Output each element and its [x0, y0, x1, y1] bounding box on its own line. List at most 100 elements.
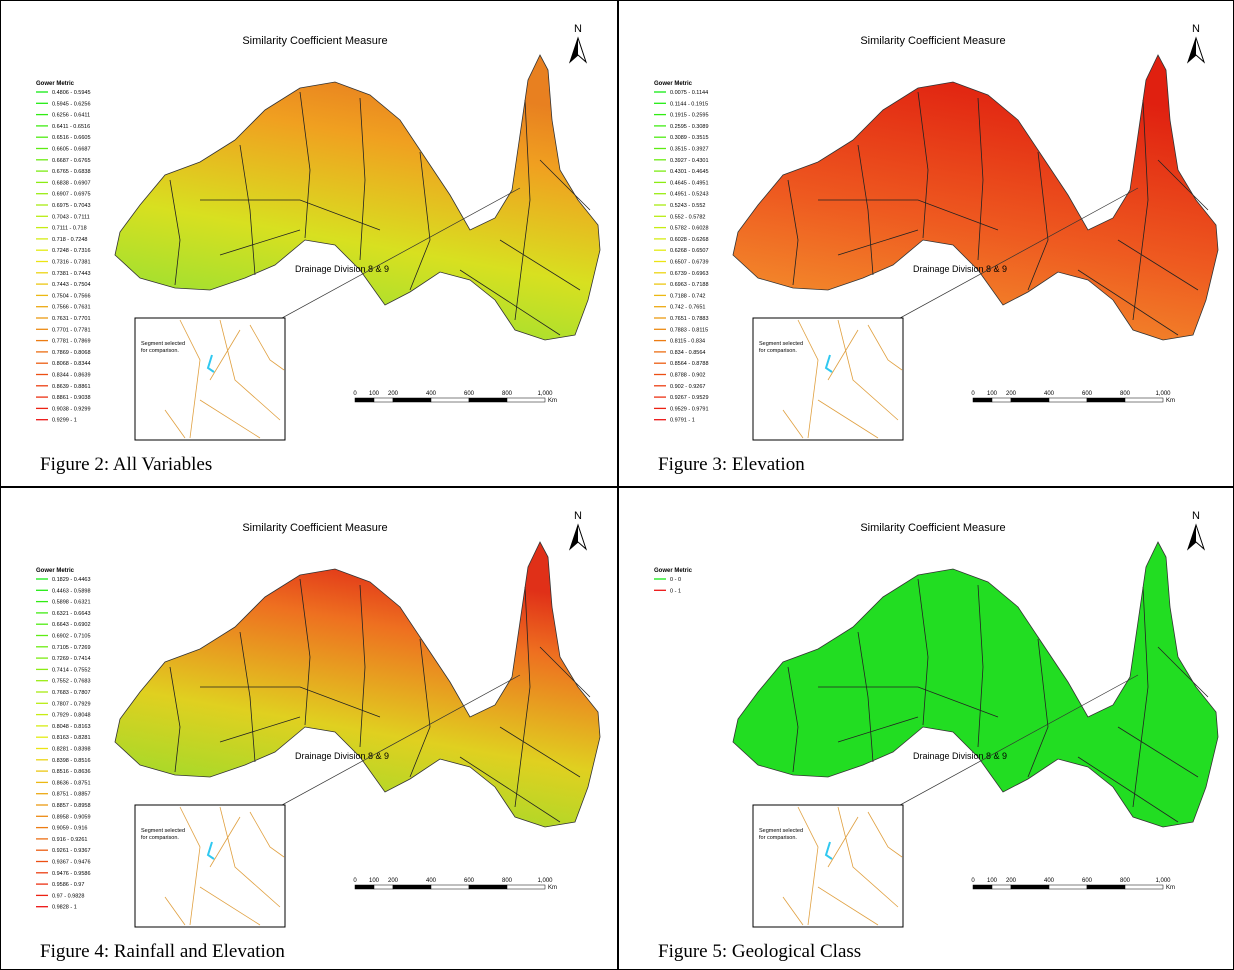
legend-label: 0.4301 - 0.4645	[670, 169, 709, 175]
drainage-boundary	[917, 578, 929, 726]
legend-label: 0.8788 - 0.902	[670, 373, 705, 379]
legend-label: 0.8068 - 0.8344	[52, 361, 91, 367]
inset-stream	[179, 319, 201, 439]
legend-label: 0.0075 - 0.1144	[670, 90, 708, 96]
legend-label: 0.8163 - 0.8281	[52, 735, 91, 741]
scale-label: 100	[987, 878, 998, 884]
scale-segment	[1086, 884, 1126, 890]
drainage-boundary	[1157, 646, 1209, 698]
scale-label: 200	[388, 391, 399, 397]
scale-segment	[392, 884, 432, 890]
drainage-boundary	[219, 229, 301, 256]
legend-label: 0.6516 - 0.6605	[52, 135, 91, 141]
scale-label: 800	[502, 878, 513, 884]
legend-label: 0.7701 - 0.7781	[52, 327, 91, 333]
legend-label: 0.4645 - 0.4951	[670, 180, 709, 186]
legend-label: 0.6687 - 0.6765	[52, 158, 91, 164]
legend-label: 0.7443 - 0.7504	[52, 282, 91, 288]
drainage-boundary	[917, 91, 929, 239]
inset-segment	[824, 354, 833, 373]
drainage-boundary	[514, 586, 531, 808]
legend-label: 0.4951 - 0.5243	[670, 192, 709, 198]
scale-label: 1,000	[1155, 391, 1171, 397]
legend-label: 0.9038 - 0.9299	[52, 406, 91, 412]
inset-label: for comparison.	[141, 835, 179, 841]
drainage-boundary	[1077, 756, 1179, 823]
legend-label: 0.6507 - 0.6739	[670, 260, 709, 266]
map-title: Similarity Coefficient Measure	[242, 35, 387, 47]
land-mass	[115, 542, 600, 827]
inset-stream	[837, 319, 899, 421]
legend-label: 0.7631 - 0.7701	[52, 316, 91, 322]
inset-stream	[782, 896, 804, 926]
legend-title: Gower Metric	[654, 568, 693, 574]
drainage-boundary	[239, 144, 256, 276]
inset-stream	[179, 806, 201, 926]
legend-label: 0.7552 - 0.7683	[52, 679, 91, 685]
legend-label: 0.834 - 0.8564	[670, 350, 705, 356]
legend-label: 0.8751 - 0.8857	[52, 792, 91, 798]
scale-segment	[468, 397, 508, 403]
drainage-boundary	[409, 638, 431, 778]
legend-label: 0.6321 - 0.6643	[52, 611, 91, 617]
drainage-boundary	[409, 151, 431, 291]
map-panel: Similarity Coefficient Measure N Gower Met…	[36, 510, 601, 962]
inset-label: for comparison.	[141, 348, 179, 354]
scale-segment	[1048, 397, 1088, 403]
legend-label: 0.6268 - 0.6507	[670, 248, 709, 254]
map-title: Similarity Coefficient Measure	[860, 35, 1005, 47]
drainage-boundary	[169, 179, 181, 286]
drainage-boundary	[299, 578, 311, 726]
map-panel: Similarity Coefficient Measure N Gower Met…	[36, 23, 601, 475]
inset-box	[752, 317, 904, 441]
legend-label: 0.7111 - 0.718	[52, 226, 87, 232]
scale-segment	[354, 884, 375, 890]
map-annotation: Drainage Division 8 & 9	[295, 264, 389, 274]
legend-label: 0.2595 - 0.3089	[670, 124, 709, 130]
map-annotation: Drainage Division 8 & 9	[295, 751, 389, 761]
legend-label: 0.9828 - 1	[52, 905, 77, 911]
scale-label: 1,000	[537, 878, 553, 884]
inset-box	[134, 317, 286, 441]
scale-segment	[1010, 884, 1050, 890]
inset-stream	[797, 806, 819, 926]
inset-stream	[164, 896, 186, 926]
legend-label: 0.4806 - 0.5945	[52, 90, 91, 96]
map-annotation: Drainage Division 8 & 9	[913, 751, 1007, 761]
scale-label: 600	[464, 878, 475, 884]
scale-label: 200	[1006, 391, 1017, 397]
legend-label: 0.7807 - 0.7929	[52, 701, 91, 707]
drainage-boundary	[857, 144, 874, 276]
inset-stream	[827, 816, 859, 868]
legend-label: 0.7651 - 0.7883	[670, 316, 709, 322]
north-label: N	[1192, 23, 1200, 35]
land-mass	[733, 55, 1218, 340]
legend-label: 0.552 - 0.5782	[670, 214, 705, 220]
inset-stream	[827, 329, 859, 381]
scale-segment	[991, 884, 1012, 890]
scale-segment	[373, 397, 394, 403]
legend-label: 0.6963 - 0.7188	[670, 282, 709, 288]
drainage-boundary	[1117, 726, 1199, 778]
legend-label: 0.7248 - 0.7316	[52, 248, 91, 254]
scale-label: 0	[971, 878, 975, 884]
north-arrow-half	[570, 38, 578, 62]
scale-label: 0	[353, 391, 357, 397]
scale-segment	[354, 397, 375, 403]
drainage-boundary	[459, 269, 561, 336]
drainage-boundary	[787, 179, 799, 286]
inset-label: Segment selected	[759, 341, 803, 347]
north-arrow-half	[1188, 525, 1196, 549]
legend-label: 0.7043 - 0.7111	[52, 214, 90, 220]
drainage-boundary	[977, 584, 984, 748]
legend-label: 0.97 - 0.9828	[52, 893, 84, 899]
scale-unit: Km	[1166, 885, 1175, 891]
drainage-boundary	[1117, 239, 1199, 291]
legend-label: 0.8636 - 0.8751	[52, 780, 91, 786]
legend-label: 0.9791 - 1	[670, 418, 695, 424]
drainage-boundary	[169, 666, 181, 773]
legend-label: 0.7269 - 0.7414	[52, 656, 91, 662]
drainage-boundary	[857, 631, 874, 763]
drainage-boundary	[1132, 99, 1149, 321]
